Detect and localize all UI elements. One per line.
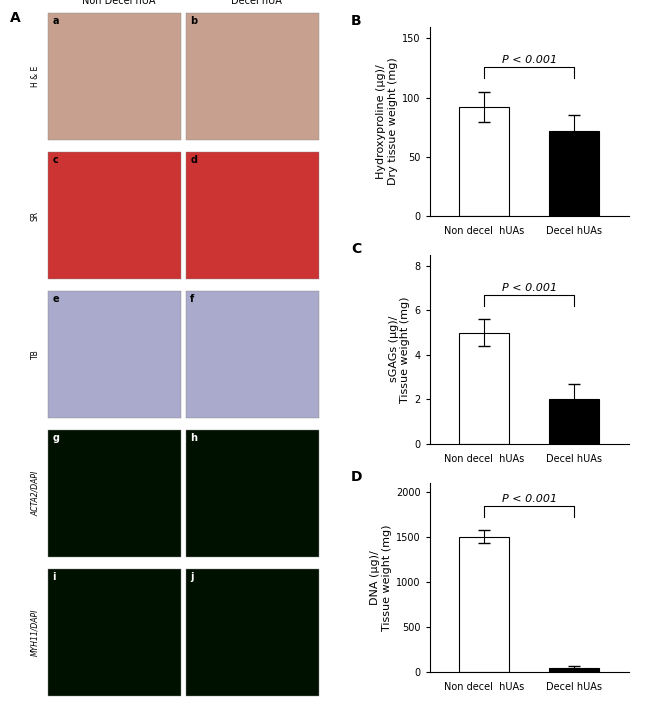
Text: A: A [10,11,20,25]
Text: e: e [53,294,59,304]
Text: P < 0.001: P < 0.001 [502,283,556,293]
Text: P < 0.001: P < 0.001 [502,55,556,65]
Text: h: h [190,433,198,443]
Text: Decel hUA: Decel hUA [231,0,282,6]
Bar [47,569,181,696]
Bar [185,291,318,418]
Text: f: f [190,294,194,304]
Bar [459,333,509,444]
Text: B: B [351,14,361,28]
Bar [47,152,181,279]
Y-axis label: sGAGs (μg)/
Tissue weight (mg): sGAGs (μg)/ Tissue weight (mg) [389,296,410,403]
Bar [47,430,181,557]
Text: SR: SR [31,211,40,220]
Text: b: b [190,16,198,26]
Bar [185,569,318,696]
Text: TB: TB [31,350,40,359]
Text: d: d [190,155,198,165]
Bar [47,13,181,140]
Bar [459,107,509,216]
Text: Non Decel hUA: Non Decel hUA [83,0,156,6]
Text: C: C [351,242,361,256]
Bar [549,130,599,216]
Text: g: g [53,433,59,443]
Y-axis label: Hydroxyproline (μg)/
Dry tissue weight (mg): Hydroxyproline (μg)/ Dry tissue weight (… [376,57,398,185]
Text: a: a [53,16,59,26]
Text: D: D [351,470,363,484]
Bar [47,291,181,418]
Text: H & E: H & E [31,66,40,87]
Bar [549,399,599,444]
Bar [185,430,318,557]
Text: ACTA2/DAPI: ACTA2/DAPI [31,471,40,516]
Bar [549,667,599,672]
Bar [185,13,318,140]
Text: i: i [53,572,56,582]
Bar [185,152,318,279]
Y-axis label: DNA (μg)/
Tissue weight (mg): DNA (μg)/ Tissue weight (mg) [370,524,392,630]
Text: j: j [190,572,194,582]
Text: P < 0.001: P < 0.001 [502,494,556,504]
Bar [459,537,509,672]
Text: c: c [53,155,58,165]
Text: MYH11/DAPI: MYH11/DAPI [31,609,40,656]
